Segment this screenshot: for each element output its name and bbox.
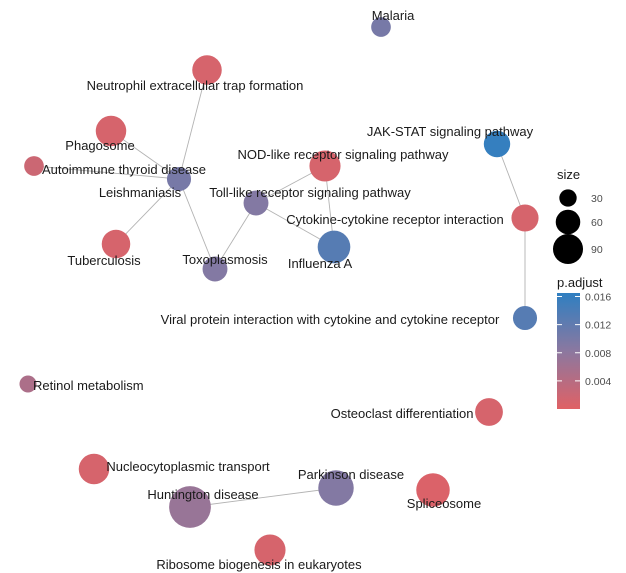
node-autoimmune <box>24 156 44 176</box>
node-neutrophil <box>192 55 222 85</box>
edge-toxoplasmosis-tlr <box>214 202 257 270</box>
node-cytokine <box>511 204 539 232</box>
size-legend-dot-90 <box>552 233 584 265</box>
node-malaria <box>371 17 391 37</box>
node-label-autoimmune: Autoimmune thyroid disease <box>42 162 206 177</box>
node-label-huntington: Huntington disease <box>147 487 258 502</box>
node-huntington <box>169 486 211 528</box>
size-legend-label-30: 30 <box>591 193 603 205</box>
node-ribosome <box>254 534 286 566</box>
color-legend-title: p.adjust <box>557 275 603 290</box>
color-bar <box>557 293 580 409</box>
node-label-phagosome: Phagosome <box>65 138 134 153</box>
node-spliceosome <box>416 473 450 507</box>
edge-leishmaniasis-toxoplasmosis <box>178 178 216 270</box>
node-label-viral: Viral protein interaction with cytokine … <box>161 312 500 327</box>
node-label-retinol: Retinol metabolism <box>33 378 144 393</box>
node-label-tlr: Toll-like receptor signaling pathway <box>209 185 411 200</box>
color-tick-label-0.008: 0.008 <box>585 348 611 360</box>
color-tick-label-0.012: 0.012 <box>585 320 611 332</box>
node-label-cytokine: Cytokine-cytokine receptor interaction <box>286 212 504 227</box>
node-nod <box>309 150 341 182</box>
edge-huntington-parkinson <box>189 487 337 508</box>
size-legend-items: 30 60 90 <box>552 189 603 265</box>
edge-leishmaniasis-tuberculosis <box>115 178 180 245</box>
node-label-neutrophil: Neutrophil extracellular trap formation <box>87 78 304 93</box>
node-label-malaria: Malaria <box>372 8 415 23</box>
node-label-nod: NOD-like receptor signaling pathway <box>238 147 449 162</box>
node-label-nucleo: Nucleocytoplasmic transport <box>106 459 270 474</box>
node-tuberculosis <box>101 229 131 259</box>
color-tick-label-0.004: 0.004 <box>585 376 611 388</box>
size-legend-dot-60 <box>555 209 581 235</box>
node-nucleo <box>78 453 110 485</box>
size-legend-title: size <box>557 167 580 182</box>
node-osteoclast <box>475 398 503 426</box>
node-label-ribosome: Ribosome biogenesis in eukaryotes <box>156 557 362 572</box>
node-retinol <box>19 375 37 393</box>
node-label-leishmaniasis: Leishmaniasis <box>99 185 182 200</box>
legend: size 30 60 90 p.adjust 0.016 0.012 0.008 0.00… <box>552 167 611 409</box>
node-parkinson <box>318 470 354 506</box>
node-leishmaniasis <box>166 166 192 192</box>
edge-autoimmune-leishmaniasis <box>33 165 180 180</box>
node-viral <box>512 305 538 331</box>
node-label-osteoclast: Osteoclast differentiation <box>331 406 474 421</box>
node-label-parkinson: Parkinson disease <box>298 467 404 482</box>
node-influenza <box>317 230 351 264</box>
node-toxoplasmosis <box>202 256 228 282</box>
node-jakstat <box>483 130 511 158</box>
size-legend-label-60: 60 <box>591 217 603 229</box>
node-tlr <box>243 190 269 216</box>
color-legend-ticks: 0.016 0.012 0.008 0.004 <box>557 292 611 388</box>
node-label-toxoplasmosis: Toxoplasmosis <box>182 252 268 267</box>
size-legend-dot-30 <box>559 189 577 207</box>
node-phagosome <box>95 115 127 147</box>
size-legend-label-90: 90 <box>591 244 603 256</box>
node-label-influenza: Influenza A <box>288 256 353 271</box>
node-label-tuberculosis: Tuberculosis <box>67 253 141 268</box>
node-label-jakstat: JAK-STAT signaling pathway <box>367 124 534 139</box>
edge-neutrophil-leishmaniasis <box>178 69 208 180</box>
node-layer <box>19 17 539 566</box>
node-label-spliceosome: Spliceosome <box>407 496 481 511</box>
color-tick-label-0.016: 0.016 <box>585 292 611 304</box>
label-layer: Malaria Neutrophil extracellular trap for… <box>33 8 534 572</box>
